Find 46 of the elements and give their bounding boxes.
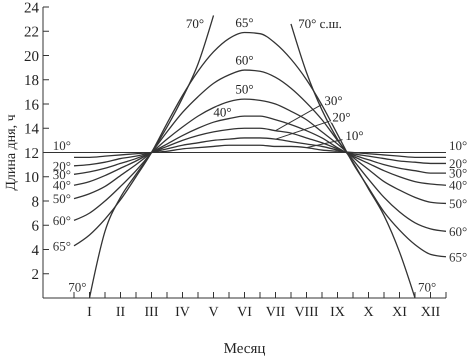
text: 10° <box>449 138 468 153</box>
x-tick-label: V <box>208 304 219 320</box>
series-label: 70° <box>68 280 86 294</box>
x-tick-label: VII <box>266 304 286 320</box>
x-tick-label: X <box>363 304 374 320</box>
x-tick-label: XII <box>420 304 441 320</box>
x-axis-title: Месяц <box>224 341 266 357</box>
text: 60° <box>449 224 468 239</box>
x-tick-label: VIII <box>294 304 319 320</box>
text: 40° <box>449 178 468 193</box>
y-tick-label: 18 <box>24 73 39 90</box>
y-tick-label: 14 <box>24 122 40 138</box>
y-tick-label: 16 <box>24 97 40 114</box>
x-tick-label: VI <box>237 304 252 320</box>
y-tick-label: 24 <box>24 0 40 16</box>
y-tick-label: 2 <box>32 267 39 284</box>
annotation: 20° <box>332 110 351 125</box>
y-tick-label: 22 <box>24 24 39 41</box>
text: 65° <box>52 238 71 254</box>
y-tick-label: 12 <box>24 146 39 162</box>
y-tick-label: 6 <box>32 218 40 235</box>
x-tick-label: I <box>87 304 92 320</box>
x-tick-label: III <box>144 304 159 320</box>
series-label: 65° <box>449 249 468 264</box>
annotation: 70° <box>186 16 204 32</box>
text: 70° <box>418 280 436 294</box>
annotation: 10° <box>345 128 364 144</box>
annotation: 50° <box>235 82 254 97</box>
series-label: 10° <box>52 138 71 153</box>
annotation: 70° с.ш. <box>298 16 342 32</box>
y-tick-label: 10 <box>24 170 39 186</box>
series-label: 50° <box>52 191 71 206</box>
annotation: 60° <box>235 52 254 68</box>
annotation: 40° <box>213 104 232 120</box>
x-tick-label: XI <box>392 304 408 320</box>
annotation: 30° <box>324 93 343 108</box>
y-tick-label: 20 <box>24 48 39 65</box>
series-label: 60° <box>52 212 71 228</box>
y-tick-label: 4 <box>32 242 40 259</box>
x-tick-label: IV <box>175 304 190 320</box>
text: 50° <box>449 196 468 211</box>
x-tick-label: IX <box>330 304 345 320</box>
x-tick-label: II <box>116 304 126 320</box>
y-tick-label: 8 <box>32 194 39 210</box>
annotation: 65° <box>235 14 254 30</box>
y-axis-title: Длина дня, ч <box>4 114 19 191</box>
